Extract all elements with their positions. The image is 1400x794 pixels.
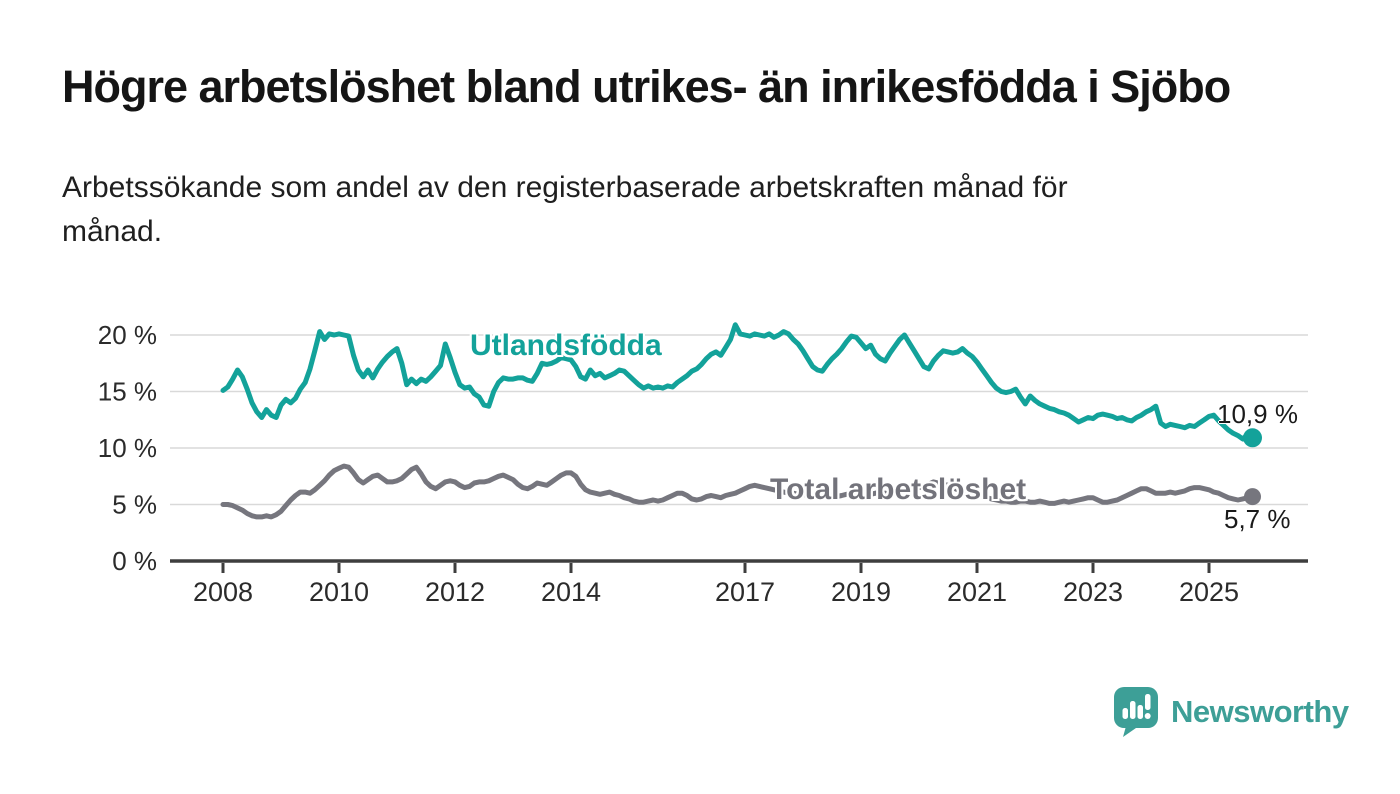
x-tick-label-2012: 2012 — [425, 577, 485, 607]
logo-bar-2 — [1130, 701, 1136, 719]
page-subtitle-line1: Arbetssökande som andel av den registerb… — [62, 171, 1068, 204]
newsworthy-wordmark: Newsworthy — [1171, 694, 1349, 729]
y-tick-label-10: 10 % — [98, 433, 157, 463]
series-line-utlandsfodda — [220, 322, 1255, 442]
x-tick-label-2017: 2017 — [715, 577, 775, 607]
y-tick-label-15: 15 % — [98, 377, 157, 407]
y-tick-label-5: 5 % — [112, 490, 157, 520]
page-subtitle-line2: månad. — [62, 215, 163, 249]
end-value-label-total: 5,7 % — [1224, 504, 1291, 534]
x-tick-label-2025: 2025 — [1179, 577, 1239, 607]
y-tick-label-20: 20 % — [98, 320, 157, 350]
end-dot-utlandsfodda — [1243, 428, 1262, 448]
x-tick-label-2008: 2008 — [193, 577, 253, 607]
logo-bar-3 — [1137, 705, 1143, 719]
newsworthy-logo: Newsworthy — [1113, 686, 1349, 738]
x-tick-label-2021: 2021 — [947, 577, 1007, 607]
series-label-utlandsfodda: Utlandsfödda — [470, 329, 662, 362]
logo-exclamation-bar — [1145, 694, 1151, 710]
series-line-total-arbetsloshet — [220, 463, 1255, 520]
end-value-label-utlandsfodda: 10,9 % — [1217, 399, 1298, 429]
page-subtitle: Arbetssökande som andel av den registerb… — [62, 166, 1342, 254]
end-dot-total-arbetsloshet — [1244, 488, 1261, 506]
logo-bar-1 — [1122, 708, 1128, 719]
y-tick-label-0: 0 % — [112, 546, 157, 576]
x-tick-label-2010: 2010 — [309, 577, 369, 607]
logo-bubble-shape — [1114, 687, 1158, 737]
newsworthy-logo-icon — [1114, 687, 1158, 737]
x-tick-label-2014: 2014 — [541, 577, 601, 607]
x-tick-label-2023: 2023 — [1063, 577, 1123, 607]
page-title: Högre arbetslöshet bland utrikes- än inr… — [62, 61, 1231, 112]
x-tick-label-2019: 2019 — [831, 577, 891, 607]
series-label-total-arbetsloshet: Total arbetslöshet — [770, 473, 1027, 506]
logo-exclamation-dot — [1144, 713, 1151, 719]
